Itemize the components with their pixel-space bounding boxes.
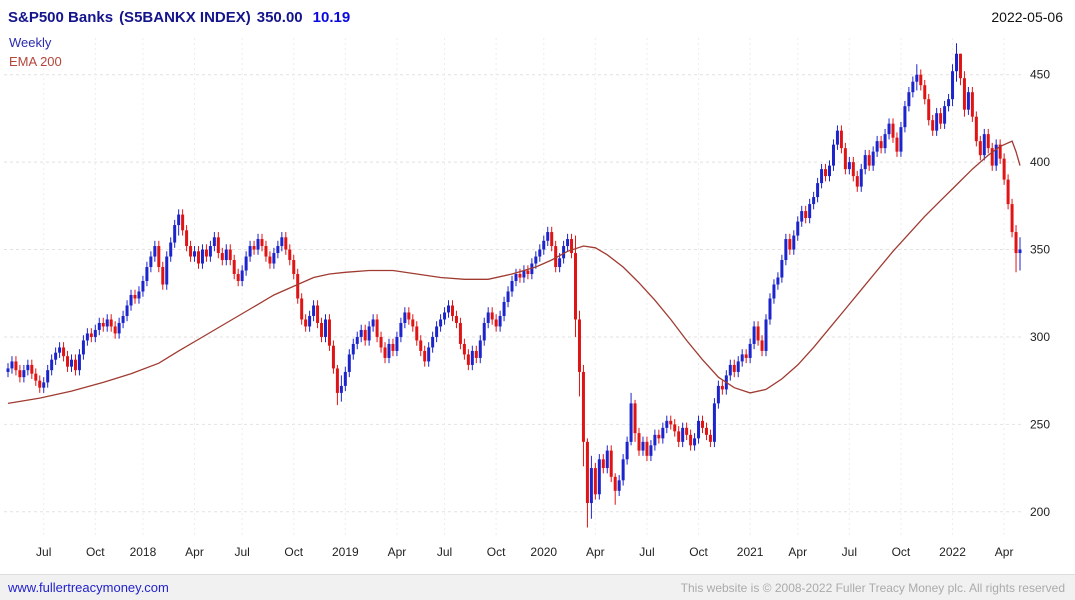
svg-text:Apr: Apr (185, 545, 204, 559)
svg-text:2022: 2022 (939, 545, 966, 559)
svg-text:Apr: Apr (995, 545, 1014, 559)
price-chart[interactable]: 200 250 300 350 400 450 Jul Oct 2018 Apr Jul Oct 201… (0, 30, 1075, 574)
svg-text:450: 450 (1030, 68, 1050, 82)
instrument-name: S&P500 Banks (8, 8, 114, 26)
svg-text:Jul: Jul (842, 545, 857, 559)
svg-text:300: 300 (1030, 330, 1050, 344)
svg-text:Jul: Jul (234, 545, 249, 559)
footer-bar: www.fullertreacymoney.com This website i… (0, 574, 1075, 600)
svg-text:2021: 2021 (737, 545, 764, 559)
svg-text:Jul: Jul (36, 545, 51, 559)
svg-text:2020: 2020 (530, 545, 557, 559)
chart-title: S&P500 Banks (S5BANKX INDEX) 350.00 10.1… (8, 9, 350, 26)
svg-text:250: 250 (1030, 417, 1050, 431)
svg-text:Jul: Jul (639, 545, 654, 559)
svg-text:2018: 2018 (130, 545, 157, 559)
svg-text:400: 400 (1030, 155, 1050, 169)
chart-area[interactable]: 200 250 300 350 400 450 Jul Oct 2018 Apr Jul Oct 201… (0, 30, 1075, 574)
svg-text:350: 350 (1030, 243, 1050, 257)
svg-text:Oct: Oct (284, 545, 303, 559)
svg-text:Oct: Oct (86, 545, 105, 559)
chart-header: S&P500 Banks (S5BANKX INDEX) 350.00 10.1… (0, 0, 1075, 30)
svg-text:200: 200 (1030, 505, 1050, 519)
svg-text:Oct: Oct (689, 545, 708, 559)
svg-text:Oct: Oct (487, 545, 506, 559)
price-change: 10.19 (312, 8, 351, 26)
svg-text:Apr: Apr (788, 545, 807, 559)
chart-date: 2022-05-06 (991, 9, 1063, 25)
instrument-code: (S5BANKX INDEX) (119, 8, 251, 26)
svg-text:2019: 2019 (332, 545, 359, 559)
svg-text:Apr: Apr (586, 545, 605, 559)
svg-text:Jul: Jul (437, 545, 452, 559)
copyright-text: This website is © 2008-2022 Fuller Treac… (680, 580, 1065, 595)
last-price: 350.00 (256, 8, 303, 26)
site-link[interactable]: www.fullertreacymoney.com (8, 580, 169, 595)
svg-text:Oct: Oct (892, 545, 911, 559)
svg-text:Apr: Apr (388, 545, 407, 559)
